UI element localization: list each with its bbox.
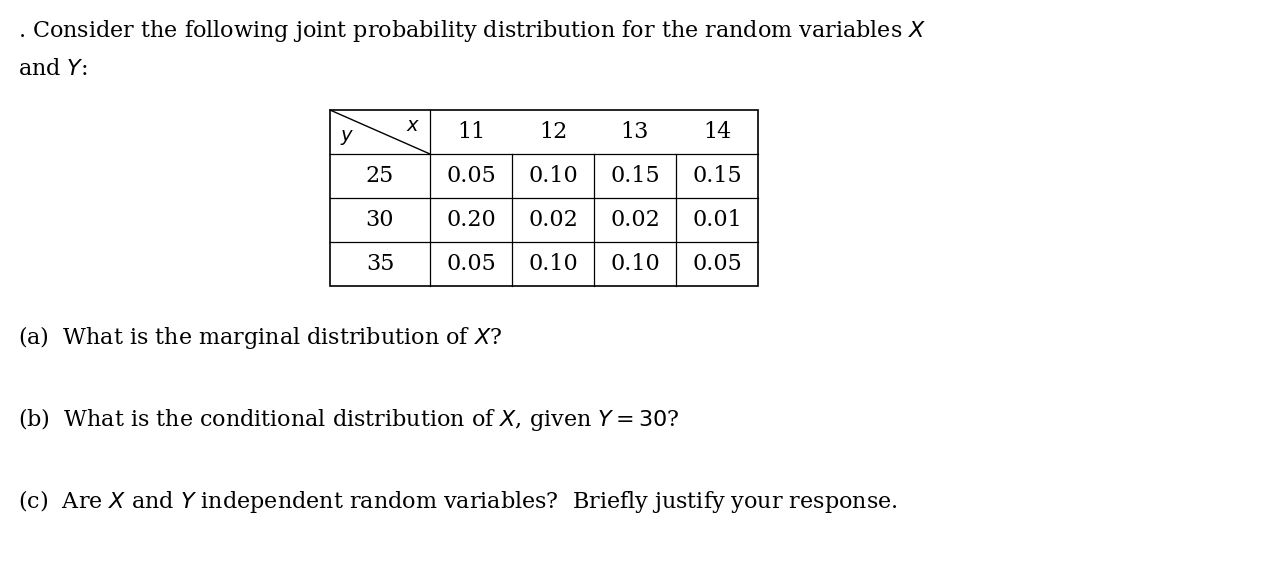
Text: 0.05: 0.05	[692, 253, 742, 275]
Text: 0.01: 0.01	[692, 209, 742, 231]
Text: 13: 13	[621, 121, 649, 143]
Text: 0.15: 0.15	[611, 165, 659, 187]
Text: 0.02: 0.02	[611, 209, 659, 231]
Text: 0.20: 0.20	[446, 209, 496, 231]
Text: 35: 35	[366, 253, 394, 275]
Text: 0.10: 0.10	[528, 253, 578, 275]
Text: $x$: $x$	[406, 117, 420, 135]
Text: and $Y$:: and $Y$:	[18, 58, 88, 80]
Text: 0.15: 0.15	[692, 165, 742, 187]
Text: 0.02: 0.02	[528, 209, 578, 231]
Text: 25: 25	[366, 165, 394, 187]
Text: 30: 30	[366, 209, 394, 231]
Text: (a)  What is the marginal distribution of $X$?: (a) What is the marginal distribution of…	[18, 324, 502, 351]
Text: (b)  What is the conditional distribution of $X$, given $Y = 30$?: (b) What is the conditional distribution…	[18, 406, 680, 433]
Text: 12: 12	[538, 121, 567, 143]
Text: $y$: $y$	[340, 128, 354, 147]
Text: 0.05: 0.05	[446, 253, 496, 275]
Text: 11: 11	[457, 121, 486, 143]
Text: 0.10: 0.10	[528, 165, 578, 187]
Bar	[330, 110, 759, 286]
Text: . Consider the following joint probability distribution for the random variables: . Consider the following joint probabili…	[18, 18, 926, 44]
Text: 14: 14	[703, 121, 732, 143]
Text: (c)  Are $X$ and $Y$ independent random variables?  Briefly justify your respons: (c) Are $X$ and $Y$ independent random v…	[18, 488, 898, 515]
Text: 0.05: 0.05	[446, 165, 496, 187]
Text: 0.10: 0.10	[611, 253, 659, 275]
